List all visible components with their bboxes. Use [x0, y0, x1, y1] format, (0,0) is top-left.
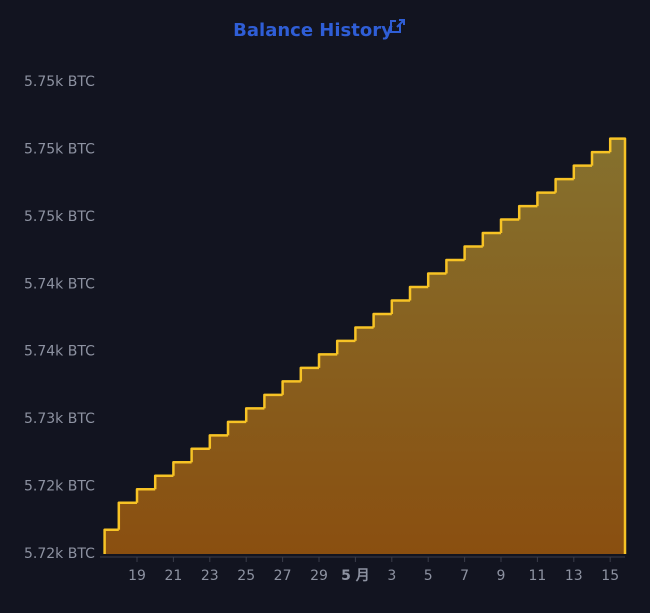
- step-line: [335, 339, 356, 355]
- step-line: [153, 474, 174, 490]
- step-line: [190, 447, 210, 463]
- y-tick-label: 5.75k BTC: [24, 209, 95, 225]
- external-link-icon[interactable]: [390, 19, 405, 33]
- step-line: [390, 299, 410, 314]
- step-line: [244, 407, 265, 422]
- x-tick-label: 23: [201, 568, 219, 584]
- step-line: [590, 150, 611, 166]
- x-tick-label: 5: [424, 568, 433, 584]
- y-tick-label: 5.75k BTC: [24, 74, 95, 90]
- step-line: [103, 528, 119, 554]
- x-tick-label: 3: [387, 568, 396, 584]
- x-tick-label: 9: [497, 568, 506, 584]
- step-line: [481, 231, 501, 247]
- step-line: [299, 366, 319, 382]
- step-line: [372, 312, 392, 328]
- step-line: [208, 434, 228, 449]
- y-tick-label: 5.72k BTC: [24, 479, 95, 495]
- x-tick-label: 21: [164, 568, 182, 584]
- y-tick-label: 5.74k BTC: [24, 344, 95, 360]
- chart-header[interactable]: Balance History: [233, 19, 405, 41]
- step-line: [608, 137, 627, 554]
- step-line: [263, 393, 283, 409]
- x-tick-label: 13: [565, 568, 583, 584]
- step-line: [354, 326, 374, 341]
- x-tick-label: 15: [601, 568, 619, 584]
- step-line: [226, 420, 247, 436]
- y-tick-label: 5.73k BTC: [24, 411, 95, 427]
- y-tick-label: 5.74k BTC: [24, 276, 95, 292]
- x-tick-label: 29: [310, 568, 328, 584]
- y-tick-label: 5.75k BTC: [24, 141, 95, 157]
- step-line: [572, 164, 592, 180]
- x-tick-label: 19: [128, 568, 146, 584]
- step-line: [317, 353, 338, 368]
- y-tick-label: 5.72k BTC: [24, 546, 95, 562]
- plot-area: 5.72k BTC 5.72k BTC 5.73k BTC 5.74k BTC 5.74…: [24, 74, 627, 584]
- step-line: [499, 218, 520, 234]
- x-tick-label: 7: [460, 568, 469, 584]
- step-line: [135, 488, 156, 503]
- step-line: [117, 501, 137, 530]
- x-tick-label: 27: [274, 568, 292, 584]
- x-tick-label: 5 月: [341, 568, 370, 584]
- step-line: [536, 191, 556, 207]
- step-line: [554, 177, 574, 193]
- step-line: [281, 380, 301, 395]
- step-line: [463, 245, 483, 261]
- step-line: [445, 258, 465, 274]
- step-line: [172, 461, 192, 476]
- chart-title[interactable]: Balance History: [233, 20, 393, 41]
- step-line: [517, 204, 538, 220]
- step-line: [408, 285, 429, 301]
- x-tick-label: 25: [237, 568, 255, 584]
- area: [104, 138, 626, 554]
- step-line: [426, 272, 447, 287]
- x-tick-label: 11: [528, 568, 546, 584]
